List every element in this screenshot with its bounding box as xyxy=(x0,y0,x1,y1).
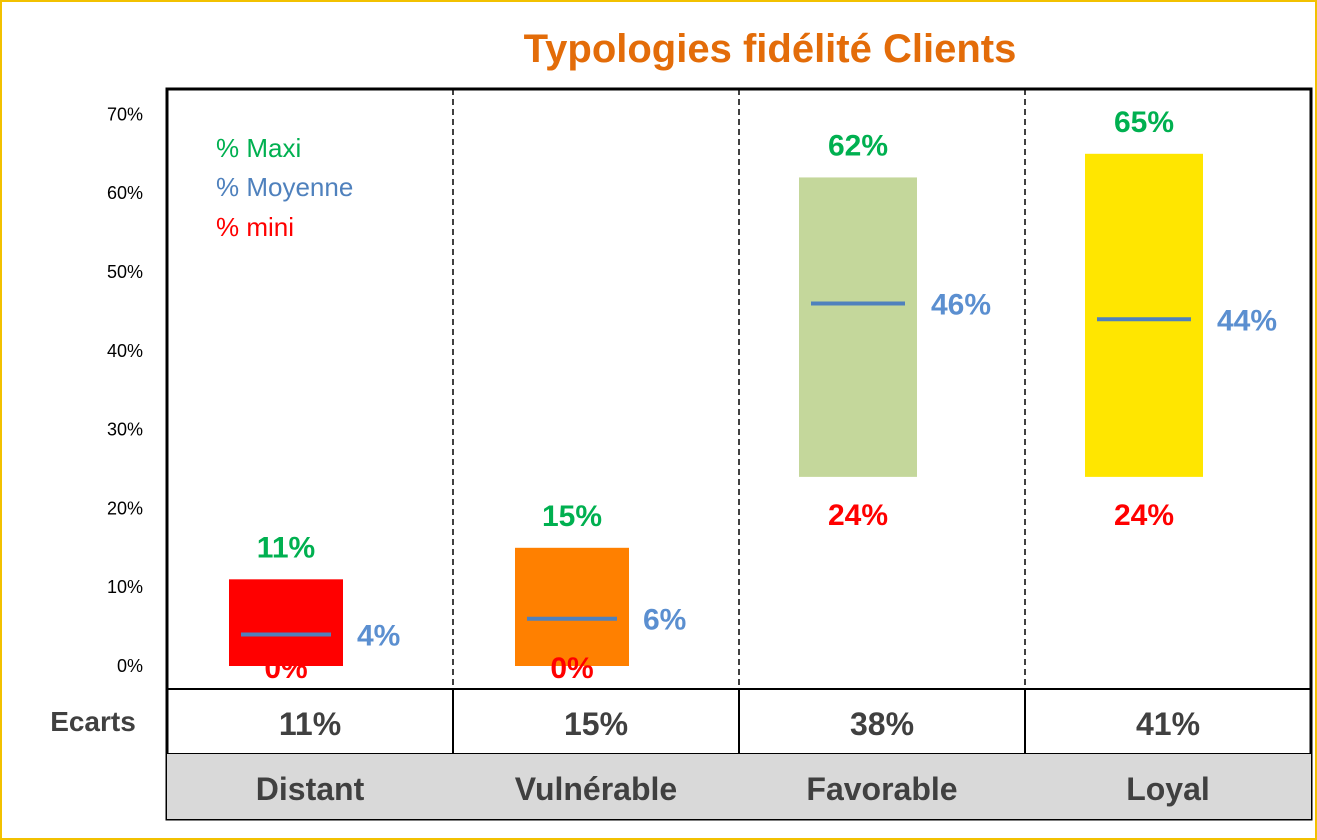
category-label: Loyal xyxy=(1126,771,1210,807)
y-tick-label: 0% xyxy=(117,656,143,676)
max-label: 65% xyxy=(1114,106,1174,139)
min-label: 24% xyxy=(1114,499,1174,532)
ecart-value: 41% xyxy=(1136,706,1200,742)
y-axis: 0% 10% 20% 30% 40% 50% 60% 70% xyxy=(107,104,143,676)
range-bar xyxy=(799,177,917,477)
value-labels: 11% 4% 0% 15% 6% 0% 62% 46% 24% 65% 44% 24% xyxy=(257,106,1277,685)
ecarts-row-label: Ecarts xyxy=(50,706,136,737)
chart-title: Typologies fidélité Clients xyxy=(524,27,1017,71)
y-tick-label: 10% xyxy=(107,577,143,597)
max-label: 11% xyxy=(257,531,315,564)
min-label: 0% xyxy=(264,652,307,685)
legend-min: % mini xyxy=(216,212,294,242)
y-tick-label: 40% xyxy=(107,341,143,361)
y-tick-label: 30% xyxy=(107,420,143,440)
mean-label: 6% xyxy=(643,604,686,637)
mean-label: 4% xyxy=(357,619,400,652)
max-label: 62% xyxy=(828,129,888,162)
legend-mean: % Moyenne xyxy=(216,172,353,202)
y-tick-label: 70% xyxy=(107,104,143,124)
category-label: Vulnérable xyxy=(515,771,677,807)
range-bar xyxy=(229,579,343,666)
bars xyxy=(229,153,1203,666)
category-label: Favorable xyxy=(806,771,957,807)
y-tick-label: 50% xyxy=(107,262,143,282)
range-bar xyxy=(515,547,629,666)
mean-label: 44% xyxy=(1217,304,1277,337)
min-label: 24% xyxy=(828,499,888,532)
ecart-value: 15% xyxy=(564,706,628,742)
category-row-bg xyxy=(167,754,1311,819)
legend: % Maxi % Moyenne % mini xyxy=(216,133,353,242)
ecart-value: 38% xyxy=(850,706,914,742)
mean-label: 46% xyxy=(931,289,991,322)
category-label: Distant xyxy=(256,771,365,807)
range-bar xyxy=(1085,153,1203,477)
y-tick-label: 60% xyxy=(107,183,143,203)
y-tick-label: 20% xyxy=(107,498,143,518)
max-label: 15% xyxy=(542,500,602,533)
legend-max: % Maxi xyxy=(216,133,301,163)
ecarts-table: Ecarts 11% Distant 15% Vulnérable 38% Favorab… xyxy=(50,706,1311,819)
min-label: 0% xyxy=(550,652,593,685)
ecart-value: 11% xyxy=(279,706,341,742)
